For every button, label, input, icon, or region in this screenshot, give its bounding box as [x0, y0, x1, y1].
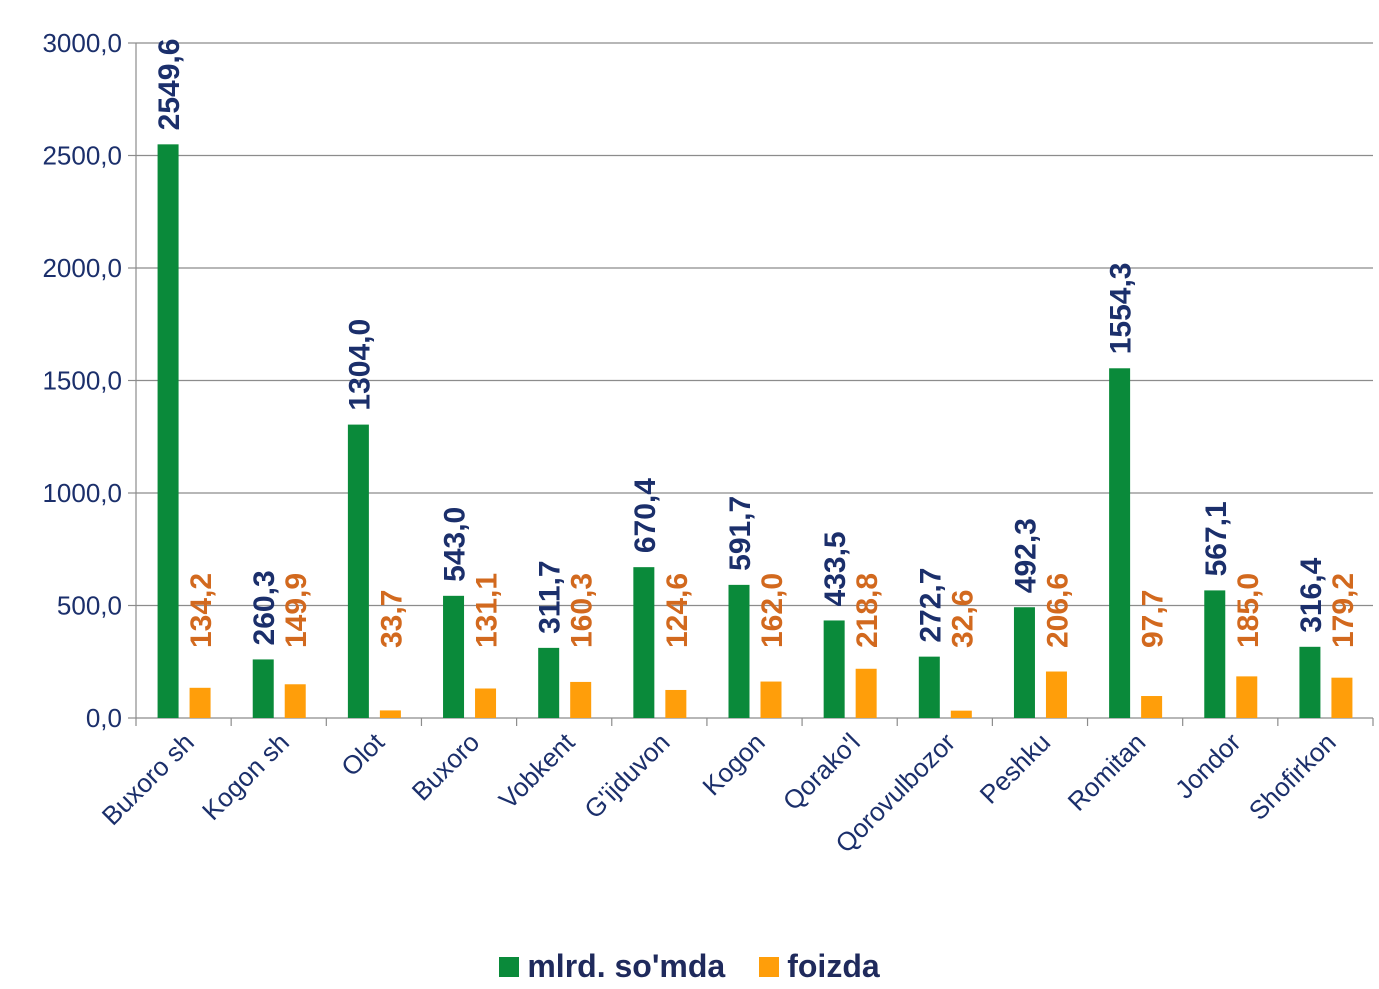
bar-series-1 [633, 567, 655, 718]
y-tick-label: 2000,0 [42, 253, 122, 283]
data-label-series-1: 316,4 [1295, 557, 1328, 632]
y-tick-label: 1000,0 [42, 478, 122, 508]
legend-item-series-1: mlrd. so'mda [499, 948, 725, 985]
x-tick-label: Kogon sh [196, 727, 295, 826]
bar-series-1 [157, 144, 179, 719]
axes: 0,0 500,0 1000,0 1500,0 2000,0 2500,0 3000,0 Bu… [42, 28, 1374, 859]
bar-series-2 [284, 684, 306, 718]
y-tick-label: 1500,0 [42, 366, 122, 396]
bar-chart: 0,0 500,0 1000,0 1500,0 2000,0 2500,0 3000,0 Bu… [42, 28, 1374, 859]
bar-series-2 [189, 687, 211, 718]
data-label-series-2: 97,7 [1137, 590, 1170, 648]
bar-series-2 [1331, 677, 1353, 718]
bar-series-2 [1141, 696, 1163, 718]
bar-series-2 [950, 710, 972, 718]
bar-series-2 [475, 688, 497, 718]
data-label-series-2: 160,3 [566, 573, 599, 648]
legend-swatch-series-2 [759, 956, 780, 977]
x-tick-label: Buxoro [406, 727, 485, 806]
data-label-series-2: 33,7 [375, 590, 408, 648]
bar-series-2 [570, 681, 592, 718]
bar-series-1 [1204, 590, 1226, 718]
data-label-series-2: 185,0 [1232, 573, 1265, 648]
bar-series-2 [1236, 676, 1258, 718]
legend-swatch-series-1 [499, 956, 520, 977]
x-tick-label: Kogon [696, 727, 770, 801]
data-label-series-2: 124,6 [661, 573, 694, 648]
bars [157, 144, 1353, 719]
legend-label-series-1: mlrd. so'mda [527, 948, 726, 984]
x-tick-label: Olot [335, 726, 390, 781]
data-label-series-2: 134,2 [185, 573, 218, 648]
data-label-series-2: 218,8 [851, 573, 884, 648]
x-tick-label: Jondor [1169, 727, 1247, 805]
x-tick-label: Vobkent [493, 726, 581, 814]
x-tick-label: Romitan [1062, 727, 1152, 817]
y-tick-label: 500,0 [57, 591, 122, 621]
data-label-series-1: 670,4 [629, 478, 662, 553]
x-tick-label: Peshku [974, 727, 1057, 810]
bar-series-2 [855, 668, 877, 718]
x-tick-label: Buxoro sh [96, 727, 200, 831]
legend-label-series-2: foizda [787, 948, 880, 984]
legend: mlrd. so'mda foizda [0, 948, 1379, 985]
bar-series-1 [347, 424, 369, 718]
bar-series-1 [1299, 646, 1321, 718]
bar-series-1 [1013, 607, 1035, 718]
legend-item-series-2: foizda [759, 948, 880, 985]
data-label-series-1: 2549,6 [153, 39, 186, 131]
data-label-series-1: 567,1 [1200, 501, 1233, 576]
data-label-series-1: 311,7 [534, 560, 567, 633]
y-tick-label: 3000,0 [42, 28, 122, 58]
data-label-series-1: 591,7 [724, 496, 757, 571]
data-label-series-2: 131,1 [471, 573, 504, 648]
data-labels: 2549,6 134,2 260,3 149,9 1304,0 33,7 543,0131,… [153, 39, 1360, 648]
x-tick-label: Qorako'l [777, 727, 866, 816]
bar-series-2 [760, 681, 782, 718]
data-label-series-1: 1304,0 [343, 319, 376, 411]
data-label-series-1: 272,7 [914, 568, 947, 643]
data-label-series-2: 32,6 [946, 590, 979, 648]
gridlines [136, 42, 1373, 607]
bar-series-1 [443, 595, 465, 718]
y-tick-label: 0,0 [86, 703, 122, 733]
x-tick-label: Shofirkon [1243, 727, 1342, 826]
y-tick-label: 2500,0 [42, 141, 122, 171]
bar-series-1 [918, 656, 940, 718]
bar-series-1 [728, 584, 750, 718]
data-label-series-1: 433,5 [819, 531, 852, 606]
data-label-series-1: 543,0 [439, 507, 472, 582]
bar-series-2 [379, 710, 401, 718]
bar-series-1 [1109, 368, 1131, 718]
data-label-series-2: 149,9 [280, 573, 313, 648]
data-label-series-1: 260,3 [248, 570, 281, 645]
bar-series-2 [1045, 671, 1067, 718]
data-label-series-1: 1554,3 [1105, 263, 1138, 355]
bar-series-1 [538, 647, 560, 718]
bar-series-1 [252, 659, 274, 718]
bar-series-1 [823, 620, 845, 718]
data-label-series-1: 492,3 [1009, 518, 1042, 593]
data-label-series-2: 179,2 [1327, 573, 1360, 648]
data-label-series-2: 162,0 [756, 573, 789, 648]
data-label-series-2: 206,6 [1041, 573, 1074, 648]
x-tick-label: G'ijduvon [578, 727, 675, 824]
bar-series-2 [665, 689, 687, 718]
